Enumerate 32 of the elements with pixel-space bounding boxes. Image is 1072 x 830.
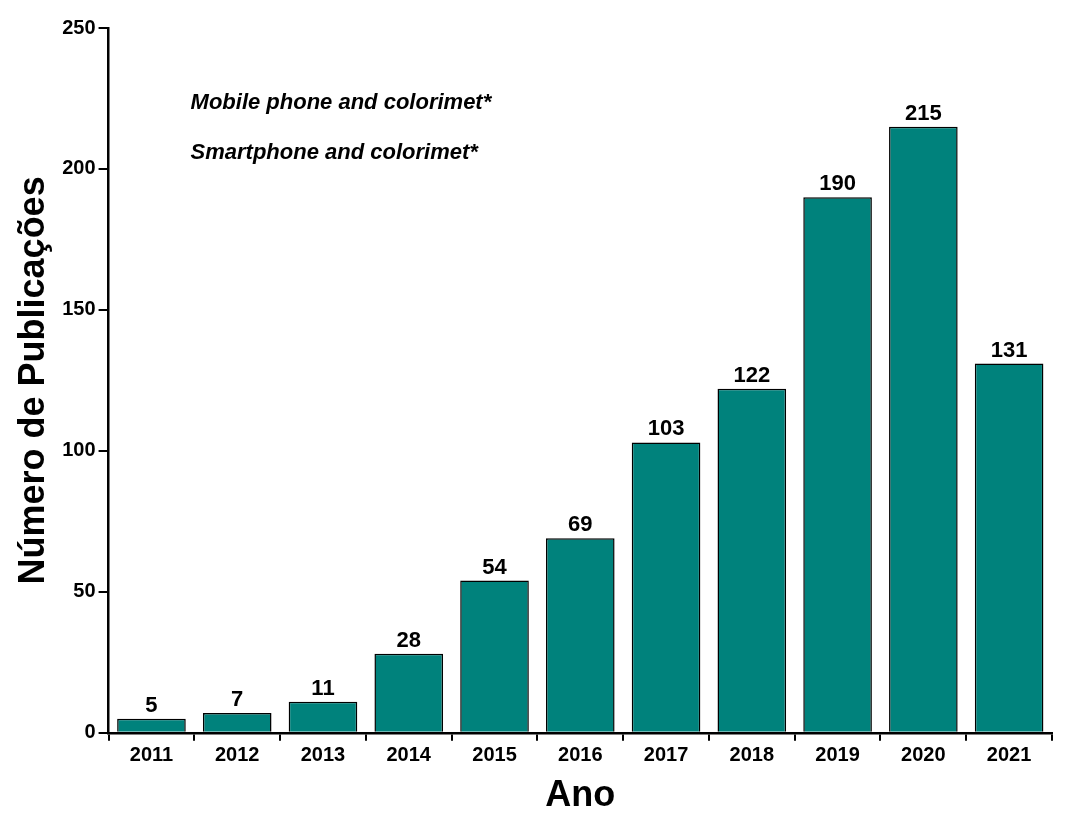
x-tick-label: 2021 xyxy=(986,743,1032,766)
x-tick-label: 2011 xyxy=(129,743,174,766)
data-label: 7 xyxy=(231,686,244,712)
data-label: 190 xyxy=(819,170,856,196)
x-tick-label: 2012 xyxy=(214,743,260,766)
y-tick-label: 50 xyxy=(73,579,96,602)
y-tick-label: 200 xyxy=(62,156,96,179)
x-axis-title: Ano xyxy=(545,773,616,815)
data-label: 122 xyxy=(733,361,771,387)
y-tick-label: 100 xyxy=(62,438,96,461)
data-label: 54 xyxy=(482,553,508,579)
data-label: 103 xyxy=(647,415,685,441)
y-tick-label: 150 xyxy=(62,297,96,320)
annotation: Mobile phone and colorimet* xyxy=(190,89,493,115)
data-label: 28 xyxy=(396,626,421,652)
data-label: 131 xyxy=(990,336,1028,362)
x-tick-label: 2014 xyxy=(386,743,432,766)
y-tick-label: 250 xyxy=(62,15,96,38)
x-tick-label: 2016 xyxy=(558,743,603,766)
x-tick-label: 2019 xyxy=(815,743,860,766)
x-tick-label: 2017 xyxy=(643,743,689,766)
data-label: 5 xyxy=(145,691,158,717)
data-label: 69 xyxy=(568,511,593,537)
x-tick-label: 2018 xyxy=(729,743,775,766)
x-tick-label: 2020 xyxy=(901,743,946,766)
y-axis-title: Número de Publicações xyxy=(10,176,52,585)
x-tick-label: 2015 xyxy=(472,743,517,766)
y-tick-label: 0 xyxy=(84,720,96,743)
x-tick-label: 2013 xyxy=(300,743,346,766)
data-label: 11 xyxy=(311,674,335,700)
data-label: 215 xyxy=(904,99,942,125)
annotation: Smartphone and colorimet* xyxy=(190,139,480,165)
